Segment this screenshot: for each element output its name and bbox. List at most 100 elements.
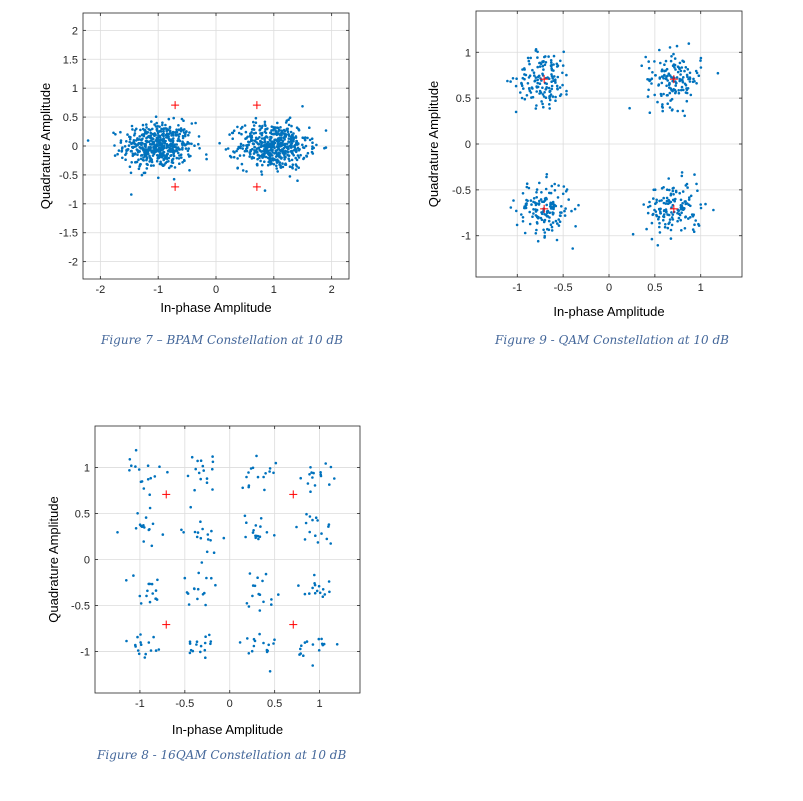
received-symbol-point [147, 140, 151, 144]
received-symbol-point [260, 155, 264, 158]
received-symbol-point [251, 594, 254, 598]
received-symbol-point [321, 595, 325, 598]
received-symbol-point [128, 469, 131, 472]
x-tick-label: -1 [135, 698, 145, 710]
received-symbol-point [175, 130, 179, 134]
received-symbol-point [164, 157, 167, 160]
y-tick-label: -2 [68, 257, 78, 269]
received-symbol-point [251, 531, 255, 534]
received-symbol-point [328, 483, 331, 486]
received-symbol-point [680, 174, 684, 178]
received-symbol-point [281, 139, 285, 143]
y-tick-label: 0 [84, 555, 90, 567]
received-symbol-point [684, 66, 688, 69]
received-symbol-point [189, 154, 192, 158]
received-symbol-point [315, 143, 318, 147]
received-symbol-point [199, 477, 202, 481]
received-symbol-point [664, 223, 667, 226]
received-symbol-point [176, 146, 180, 149]
received-symbol-point [138, 135, 141, 138]
received-symbol-point [157, 176, 160, 180]
received-symbol-point [529, 56, 532, 60]
received-symbol-point [294, 168, 298, 171]
received-symbol-point [657, 217, 660, 221]
received-symbol-point [154, 589, 158, 592]
received-symbol-point [528, 62, 531, 66]
received-symbol-point [143, 128, 147, 132]
received-symbol-point [306, 151, 310, 155]
received-symbol-point [269, 139, 272, 142]
received-symbol-point [541, 60, 544, 63]
received-symbol-point [555, 84, 559, 88]
received-symbol-point [310, 137, 314, 140]
received-symbol-point [528, 74, 532, 77]
reference-plus-marker [669, 204, 678, 213]
reference-plus-marker [252, 182, 261, 191]
received-symbol-point [275, 145, 279, 148]
received-symbol-point [183, 134, 187, 138]
received-symbol-point [148, 156, 152, 159]
received-symbol-point [204, 635, 207, 638]
received-symbol-point [667, 83, 671, 86]
received-symbol-point [664, 77, 668, 80]
received-symbol-point [695, 82, 698, 85]
received-symbol-point [294, 156, 298, 160]
received-symbol-point [288, 116, 292, 119]
received-symbol-point [240, 132, 243, 136]
received-symbol-point [167, 160, 170, 163]
received-symbol-point [272, 127, 276, 131]
received-symbol-point [690, 213, 694, 216]
received-symbol-point [278, 144, 281, 148]
y-tick-label: -0.5 [452, 185, 471, 197]
received-symbol-point [171, 147, 174, 150]
received-symbol-point [198, 147, 201, 150]
received-symbol-point [541, 93, 545, 96]
received-symbol-point [290, 149, 294, 153]
received-symbol-point [535, 90, 538, 93]
received-symbol-point [136, 512, 139, 515]
received-symbol-point [646, 95, 650, 98]
received-symbol-point [650, 77, 654, 80]
received-symbol-point [154, 150, 157, 153]
received-symbol-point [144, 148, 148, 151]
received-symbol-point [255, 147, 259, 150]
received-symbol-point [154, 125, 158, 128]
received-symbol-point [271, 151, 274, 154]
received-symbol-point [695, 182, 698, 186]
received-symbol-point [264, 124, 267, 128]
received-symbol-point [166, 149, 170, 153]
received-symbol-point [535, 202, 539, 205]
received-symbol-point [676, 208, 680, 212]
received-symbol-point [196, 459, 199, 463]
received-symbol-point [292, 140, 295, 143]
received-symbol-point [271, 148, 274, 152]
received-symbol-point [145, 594, 148, 598]
received-symbol-point [297, 584, 300, 587]
received-symbol-point [671, 189, 675, 193]
received-symbol-point [149, 131, 152, 135]
received-symbol-point [131, 152, 135, 155]
received-symbol-point [155, 598, 159, 601]
received-symbol-point [187, 147, 190, 150]
received-symbol-point [659, 61, 662, 65]
received-symbol-point [259, 159, 262, 163]
y-axis-label: Quadrature Amplitude [46, 496, 61, 622]
received-symbol-point [203, 648, 207, 652]
received-symbol-point [655, 214, 659, 218]
received-symbol-point [144, 516, 148, 519]
received-symbol-point [251, 142, 255, 145]
received-symbol-point [154, 139, 157, 142]
received-symbol-point [239, 142, 243, 146]
received-symbol-point [199, 536, 203, 540]
received-symbol-point [179, 127, 183, 130]
received-symbol-point [667, 222, 670, 226]
received-symbol-point [286, 150, 290, 154]
received-symbol-point [552, 54, 556, 58]
received-symbol-point [241, 169, 245, 172]
received-symbol-point [310, 471, 313, 474]
16qam-constellation-plot: -1 -0.5 0 0.5 1 1 0.5 0 -0.5 -1 In-phase Amplitude… [46, 425, 361, 737]
received-symbol-point [565, 93, 568, 96]
received-symbol-point [533, 74, 536, 77]
received-symbol-point [162, 130, 165, 133]
received-symbol-point [681, 80, 685, 84]
